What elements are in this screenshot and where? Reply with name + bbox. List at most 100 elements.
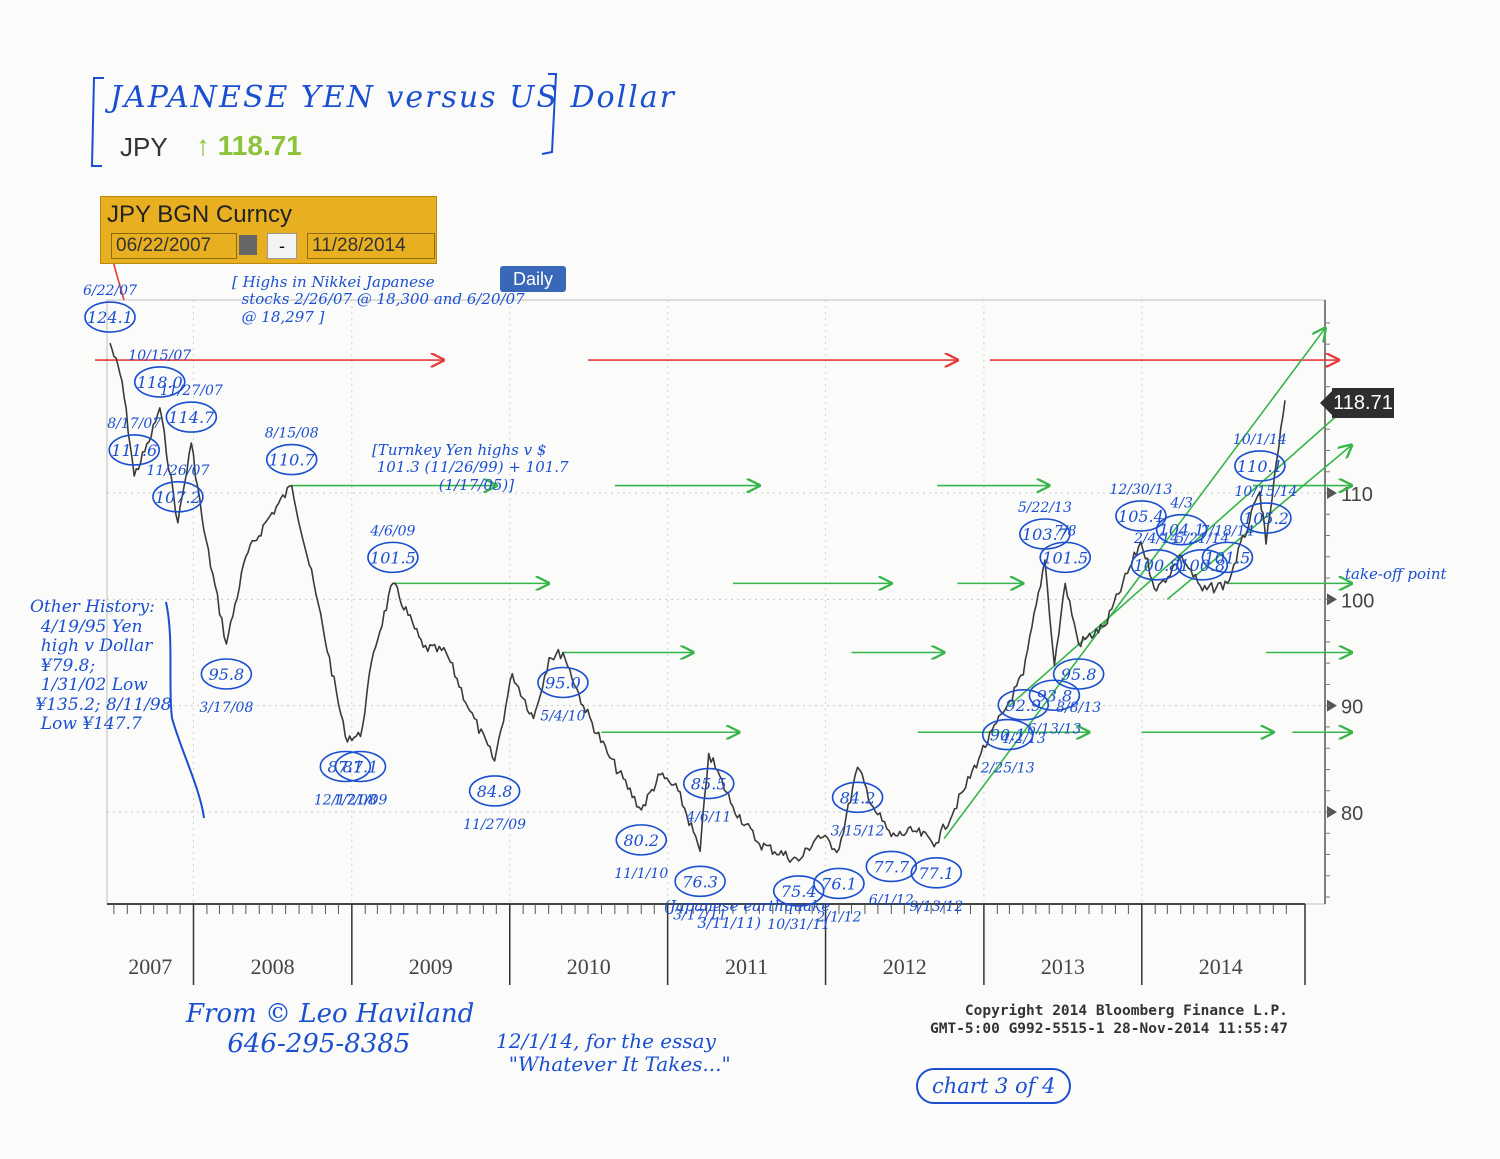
annotation-circle	[319, 750, 372, 783]
annotation-circle	[831, 781, 884, 814]
annotation-date: 3/15/12	[831, 823, 885, 839]
annotation-value: 77.1	[918, 864, 954, 883]
annotation-circle	[367, 541, 419, 574]
annotation-date: 9/13/12	[909, 899, 963, 915]
annotation-date: 4/6/11	[685, 810, 731, 826]
annotation-value: 118.0	[137, 373, 183, 392]
x-tick-label: 2009	[409, 954, 453, 979]
price-annotation: 95.8 8/8/13	[1052, 658, 1105, 716]
start-date-field[interactable]: 06/22/2007	[111, 233, 237, 259]
y-tick-marker	[1327, 487, 1337, 499]
annotation-circle	[133, 366, 186, 398]
annotation-circle	[1155, 513, 1208, 546]
annotation-circle	[813, 867, 865, 900]
annotation-value: 84.8	[477, 782, 513, 801]
trend-arrow	[943, 328, 1325, 840]
annotation-date: 5/21/14	[1175, 531, 1229, 547]
price-annotation: 103.7 5/22/13	[1018, 500, 1072, 550]
x-tick-label: 2010	[567, 954, 611, 979]
price-annotation: 101.5 4/6/09	[367, 523, 419, 574]
annotation-date: 2/1/12	[815, 909, 861, 925]
price-annotation: 76.3 3/17/11	[673, 865, 727, 923]
annotation-date: 10/15/14	[1235, 484, 1298, 500]
price-annotation: 95.0 5/4/10	[537, 666, 589, 725]
annotation-circle	[682, 767, 735, 800]
trend-arrows	[943, 328, 1352, 840]
copyright-line-2: GMT-5:00 G992-5515-1 28-Nov-2014 11:55:4…	[930, 1021, 1288, 1037]
annotation-date: 12/17/08	[314, 793, 377, 809]
nikkei-note: [ Highs in Nikkei Japanese stocks 2/26/0…	[232, 273, 525, 326]
annotation-date: 8/17/07	[107, 416, 161, 432]
price-annotation: 95.8 3/17/08	[199, 658, 253, 716]
calendar-icon[interactable]	[239, 235, 257, 255]
x-tick-label: 2008	[251, 954, 295, 979]
annotation-value: 101.5	[1042, 548, 1088, 567]
annotation-value: 87.1	[343, 758, 379, 777]
pre-chart-yen-note: [Turnkey Yen highs v $ 101.3 (11/26/99) …	[372, 441, 569, 494]
annotation-value: 105.2	[1243, 509, 1289, 528]
essay-note: 12/1/14, for the essay "Whatever It Take…	[496, 1029, 731, 1076]
annotation-circle	[468, 775, 521, 807]
copyright-block: Copyright 2014 Bloomberg Finance L.P. GM…	[930, 1002, 1288, 1038]
price-annotation: 75.4 10/31/11	[767, 875, 830, 933]
annotation-date: 6/1/12	[869, 892, 914, 908]
annotation-value: 101.5	[1205, 548, 1251, 567]
annotation-value: 84.2	[840, 788, 876, 807]
annotation-date: 2/25/13	[980, 761, 1035, 777]
annotation-circle	[265, 443, 318, 476]
x-tick-label: 2007	[128, 954, 172, 979]
annotation-value: 95.8	[1061, 665, 1097, 684]
annotation-value: 104.1	[1159, 521, 1205, 540]
annotation-value: 111.6	[111, 441, 157, 460]
y-tick-label: 80	[1341, 803, 1363, 825]
annotation-circle	[1234, 450, 1286, 482]
y-tick-marker	[1327, 806, 1337, 818]
title-bracket	[90, 73, 558, 167]
price-annotation: 107.2 11/26/07	[146, 463, 209, 513]
author-note: From © Leo Haviland 646-295-8385	[186, 999, 475, 1059]
annotation-date: 11/27/07	[160, 383, 223, 399]
annotation-value: 92.9	[1005, 696, 1041, 715]
annotation-date: 4/6/09	[369, 523, 415, 539]
annotation-value: 95.8	[209, 665, 245, 684]
last-price-value: 118.71	[217, 130, 302, 161]
last-price: ↑ 118.71	[196, 130, 302, 162]
copyright-line-1: Copyright 2014 Bloomberg Finance L.P.	[964, 1003, 1288, 1019]
start-marker	[111, 257, 125, 301]
price-annotation: 77.1 9/13/12	[909, 857, 963, 915]
annotation-circle	[865, 850, 918, 883]
annotation-circle	[674, 865, 726, 898]
y-tick-marker	[1327, 593, 1337, 606]
history-bracket	[165, 601, 205, 819]
x-tick-label: 2014	[1199, 954, 1243, 979]
end-date-field[interactable]: 11/28/2014	[307, 233, 435, 259]
x-tick-label: 2012	[883, 954, 927, 979]
annotation-circle	[1052, 658, 1105, 690]
annotation-circle	[1176, 549, 1229, 581]
terminal-header: JPY BGN Curncy 06/22/2007 - 11/28/2014	[100, 196, 437, 264]
price-annotation: 87.1 1/21/09	[333, 750, 388, 809]
annotation-circle	[165, 401, 218, 433]
annotation-date: 4/2/13	[1000, 731, 1046, 747]
annotation-value: 76.1	[821, 874, 857, 893]
annotation-value: 124.1	[87, 308, 133, 327]
annotation-circle	[152, 480, 204, 513]
annotation-circle	[1028, 679, 1081, 712]
price-annotation: 110.1 10/1/14	[1233, 432, 1287, 482]
other-history-note: Other History: 4/19/95 Yen high v Dollar…	[30, 597, 172, 735]
annotation-value: 105.4	[1118, 507, 1164, 526]
period-button[interactable]: Daily	[500, 266, 566, 292]
annotation-value: 93.8	[1037, 686, 1073, 705]
annotation-date: 10/15/07	[128, 348, 191, 364]
chart-title-handwritten: JAPANESE YEN versus US Dollar	[110, 80, 677, 115]
price-annotation: 101.5 7/8	[1039, 523, 1092, 574]
x-tick-label: 2013	[1041, 954, 1085, 979]
last-price-badge: 118.71	[1320, 388, 1394, 418]
annotation-date: 11/1/10	[614, 866, 668, 882]
annotation-value: 114.7	[168, 408, 215, 427]
annotation-circle	[615, 824, 668, 856]
price-annotation: 84.2 3/15/12	[831, 781, 885, 839]
up-arrow-icon: ↑	[196, 130, 210, 161]
price-annotation: 92.9 4/2/13	[997, 689, 1050, 747]
annotation-value: 85.5	[691, 775, 727, 794]
